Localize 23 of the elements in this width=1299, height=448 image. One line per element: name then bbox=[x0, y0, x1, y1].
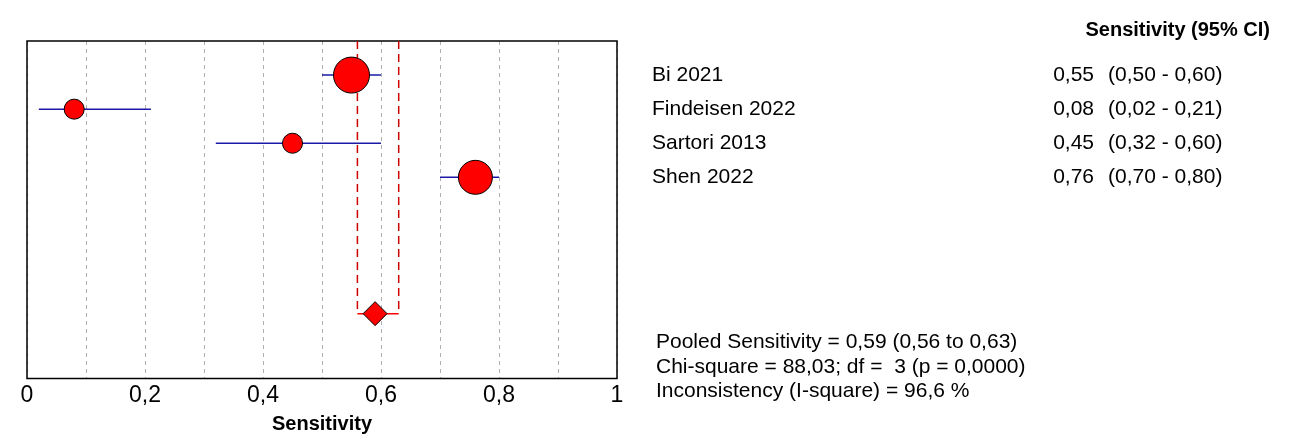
text: (0,70 - 0,80) bbox=[1108, 164, 1223, 188]
text: Inconsistency (I-square) = 96,6 % bbox=[656, 378, 970, 402]
x-tick-label: 0,4 bbox=[247, 380, 280, 407]
data-label: 0,55 bbox=[1053, 61, 1094, 85]
y-tick-label: Findeisen 2022 bbox=[652, 95, 796, 119]
text: (0,50 - 0,60) bbox=[1108, 61, 1223, 85]
y-tick-label: Shen 2022 bbox=[652, 164, 754, 188]
x-tick-label: 0,6 bbox=[365, 380, 397, 407]
x-tick-label: 0,8 bbox=[483, 380, 515, 407]
text: (0,02 - 0,21) bbox=[1108, 95, 1223, 119]
data-label: 0,76 bbox=[1053, 164, 1094, 188]
data-label: 0,45 bbox=[1053, 130, 1094, 154]
x-tick-label: 0 bbox=[20, 380, 34, 407]
x-tick-label: 0,2 bbox=[129, 380, 161, 407]
y-tick-label: Bi 2021 bbox=[652, 61, 724, 85]
text: (0,32 - 0,60) bbox=[1108, 130, 1223, 154]
x-tick-label: 1 bbox=[610, 380, 624, 407]
y-tick-label: Sartori 2013 bbox=[652, 130, 767, 154]
x-axis-title: Sensitivity bbox=[271, 411, 373, 434]
data-label: 0,08 bbox=[1053, 95, 1094, 119]
text: Chi-square = 88,03; df = 3 (p = 0,0000) bbox=[656, 353, 1026, 377]
text: Sensitivity (95% CI) bbox=[1085, 17, 1270, 40]
text: Pooled Sensitivity = 0,59 (0,56 to 0,63) bbox=[656, 329, 1018, 353]
